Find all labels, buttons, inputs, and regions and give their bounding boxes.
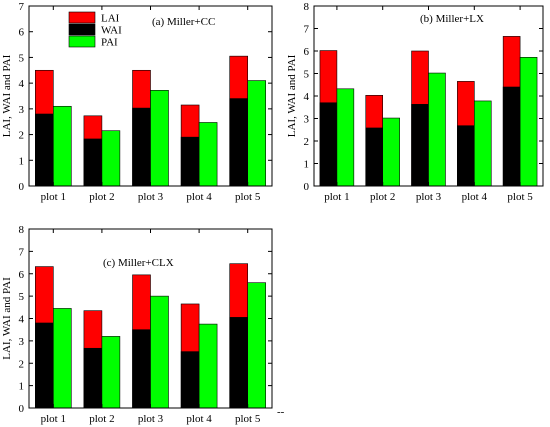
y-tick-label: 3 bbox=[304, 114, 310, 126]
x-tick-label: plot 3 bbox=[138, 413, 164, 425]
bar-pai-5 bbox=[247, 80, 266, 187]
y-tick-label: 0 bbox=[304, 181, 310, 193]
y-tick-label: 4 bbox=[19, 78, 25, 90]
y-tick-label: 7 bbox=[19, 1, 25, 13]
y-tick-label: 6 bbox=[19, 269, 25, 281]
y-tick-label: 8 bbox=[19, 224, 25, 236]
y-tick-label: 7 bbox=[19, 246, 25, 258]
x-tick-label: plot 2 bbox=[89, 413, 114, 425]
x-tick-label: plot 1 bbox=[324, 191, 349, 203]
legend-label-lai: LAI bbox=[101, 13, 120, 25]
x-tick-label: plot 2 bbox=[370, 191, 395, 203]
chart-panel-3: plot 1 plot 2 plot 3 plot 4 plot 5 0 1 2 3 4 5 6 7 8 L… bbox=[1, 224, 273, 425]
legend-swatch-pai bbox=[68, 35, 96, 48]
x-tick-label: plot 5 bbox=[507, 191, 533, 203]
y-tick-label: 3 bbox=[19, 336, 25, 348]
x-tick-label: plot 5 bbox=[235, 413, 261, 425]
bar-wai-2 bbox=[83, 138, 103, 187]
bar-wai-1 bbox=[35, 322, 54, 409]
y-tick-label: 2 bbox=[304, 136, 310, 148]
bar-pai-1 bbox=[52, 308, 72, 409]
bar-wai-3 bbox=[411, 104, 429, 187]
trailing-mark: -- bbox=[277, 406, 285, 418]
bar-wai-3 bbox=[132, 329, 151, 409]
y-tick-label: 8 bbox=[304, 1, 310, 13]
y-tick-label: 0 bbox=[19, 181, 25, 193]
bar-pai-1 bbox=[52, 105, 72, 187]
bar-wai-2 bbox=[83, 347, 103, 409]
plot-frame bbox=[28, 5, 273, 187]
bar-wai-5 bbox=[229, 98, 249, 187]
bar-pai-2 bbox=[101, 130, 121, 187]
bar-wai-4 bbox=[180, 136, 200, 187]
x-tick-label: plot 3 bbox=[138, 191, 164, 203]
y-tick-label: 6 bbox=[304, 46, 310, 58]
legend-label-wai: WAI bbox=[101, 25, 122, 37]
y-tick-label: 5 bbox=[19, 52, 25, 64]
bar-pai-5 bbox=[519, 56, 538, 187]
legend-swatch-wai bbox=[68, 23, 96, 36]
legend-swatch-lai bbox=[68, 11, 96, 24]
bar-wai-5 bbox=[229, 317, 249, 409]
y-tick-label: 1 bbox=[19, 155, 25, 167]
y-tick-label: 5 bbox=[19, 291, 25, 303]
bar-pai-5 bbox=[247, 282, 266, 409]
y-axis-title: LAI, WAI and PAI bbox=[286, 54, 298, 137]
chart-panel-1: plot 1 plot 2 plot 3 plot 4 plot 5 0 1 2 3 4 5 6 7 LA… bbox=[1, 1, 273, 203]
bar-pai-4 bbox=[198, 323, 218, 409]
y-tick-label: 1 bbox=[19, 381, 25, 393]
bar-pai-3 bbox=[428, 72, 446, 187]
bar-pai-1 bbox=[336, 88, 355, 187]
bar-pai-2 bbox=[101, 336, 121, 409]
bar-wai-1 bbox=[35, 113, 54, 187]
bar-wai-4 bbox=[457, 125, 475, 187]
panel-title: (a) Miller+CC bbox=[152, 16, 215, 28]
x-tick-label: plot 1 bbox=[41, 413, 66, 425]
bar-wai-2 bbox=[365, 127, 383, 187]
x-tick-label: plot 4 bbox=[462, 191, 488, 203]
y-axis-title: LAI, WAI and PAI bbox=[1, 54, 13, 137]
x-tick-label: plot 3 bbox=[416, 191, 442, 203]
y-tick-label: 5 bbox=[304, 69, 310, 81]
y-tick-label: 2 bbox=[19, 358, 25, 370]
y-tick-label: 2 bbox=[19, 130, 25, 142]
bar-pai-4 bbox=[473, 100, 492, 187]
bar-pai-3 bbox=[150, 295, 169, 409]
chart-panel-2: plot 1 plot 2 plot 3 plot 4 plot 5 0 1 2 3 4 5 6 7 8 L… bbox=[286, 1, 544, 203]
bar-wai-3 bbox=[132, 107, 151, 187]
y-tick-label: 4 bbox=[19, 314, 25, 326]
bar-wai-5 bbox=[502, 86, 521, 187]
panel-title: (b) Miller+LX bbox=[420, 13, 484, 25]
y-tick-label: 4 bbox=[304, 91, 310, 103]
y-tick-label: 6 bbox=[19, 27, 25, 39]
y-axis-title: LAI, WAI and PAI bbox=[1, 277, 13, 360]
legend-label-pai: PAI bbox=[101, 37, 118, 49]
x-tick-label: plot 2 bbox=[89, 191, 114, 203]
y-tick-label: 0 bbox=[19, 403, 25, 415]
bar-pai-3 bbox=[150, 90, 169, 187]
bar-wai-4 bbox=[180, 351, 200, 409]
bar-wai-1 bbox=[319, 102, 338, 187]
bar-pai-2 bbox=[382, 117, 400, 187]
x-tick-label: plot 4 bbox=[186, 191, 212, 203]
x-tick-label: plot 4 bbox=[186, 413, 212, 425]
panel-title: (c) Miller+CLX bbox=[103, 257, 174, 269]
x-tick-label: plot 5 bbox=[235, 191, 261, 203]
x-tick-label: plot 1 bbox=[41, 191, 66, 203]
y-tick-label: 1 bbox=[304, 159, 310, 171]
y-tick-label: 7 bbox=[304, 24, 310, 36]
y-tick-label: 3 bbox=[19, 104, 25, 116]
bar-pai-4 bbox=[198, 122, 218, 187]
